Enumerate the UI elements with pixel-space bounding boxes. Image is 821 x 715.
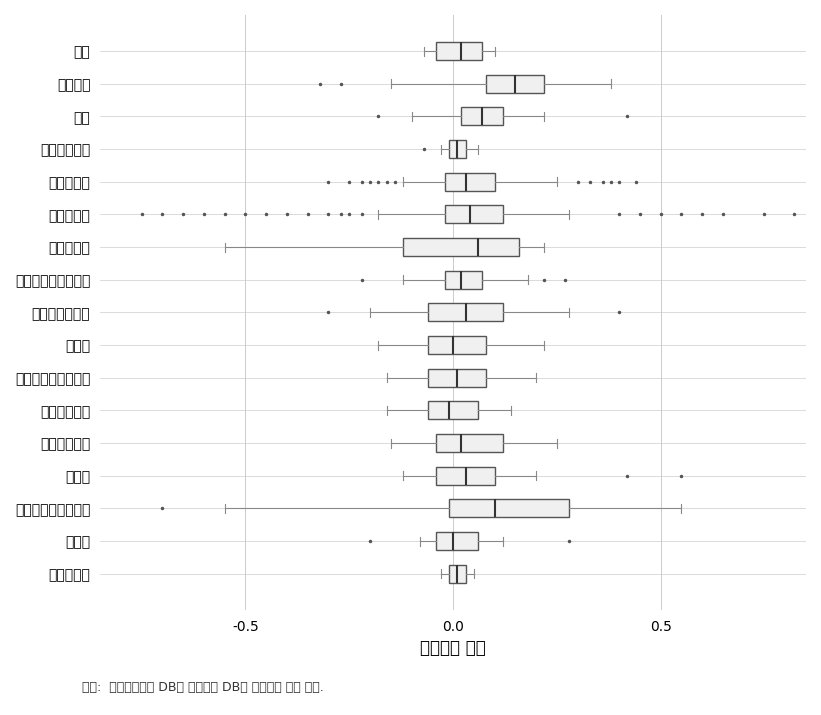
PathPatch shape (445, 271, 482, 289)
PathPatch shape (445, 205, 503, 223)
PathPatch shape (449, 140, 466, 158)
PathPatch shape (428, 303, 503, 322)
PathPatch shape (449, 565, 466, 583)
PathPatch shape (428, 369, 486, 387)
Text: 자료:  국고보조사업 DB와 환경지표 DB를 연계하여 저자 작성.: 자료: 국고보조사업 DB와 환경지표 DB를 연계하여 저자 작성. (82, 681, 323, 694)
X-axis label: 상관계수 분포: 상관계수 분포 (420, 639, 486, 657)
PathPatch shape (403, 238, 520, 256)
PathPatch shape (437, 467, 494, 485)
PathPatch shape (437, 42, 482, 60)
PathPatch shape (437, 434, 503, 452)
PathPatch shape (461, 107, 503, 125)
PathPatch shape (486, 74, 544, 93)
PathPatch shape (437, 532, 478, 550)
PathPatch shape (445, 173, 494, 191)
PathPatch shape (449, 500, 569, 518)
PathPatch shape (428, 401, 478, 420)
PathPatch shape (428, 336, 486, 354)
